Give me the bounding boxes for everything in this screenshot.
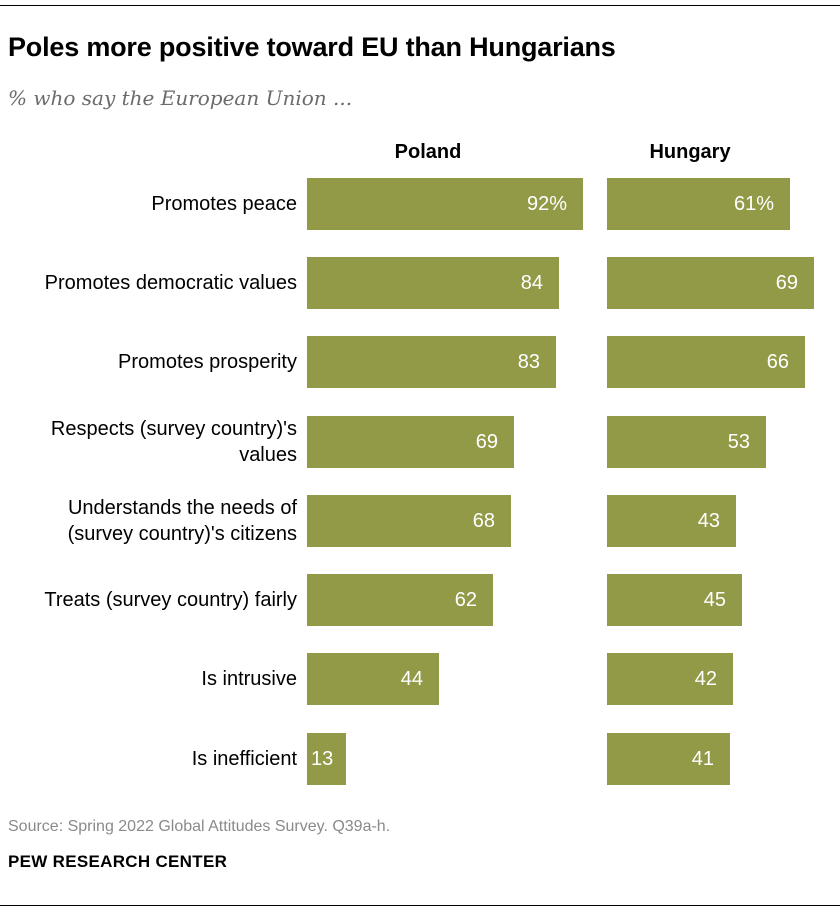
bar-poland [307, 257, 559, 309]
data-label-poland: 13 [311, 748, 333, 770]
bar-chart: Poland Hungary Promotes peace Promotes demo… [44, 141, 814, 785]
bar-hungary [607, 574, 742, 626]
data-label-poland: 69 [476, 431, 498, 453]
chart-title: Poles more positive toward EU than Hunga… [8, 32, 616, 62]
bar-poland [307, 653, 439, 705]
data-label-hungary: 45 [704, 589, 726, 611]
bar-hungary [607, 257, 814, 309]
bottom-rule [0, 905, 840, 906]
data-label-poland: 92% [527, 193, 567, 215]
data-label-hungary: 43 [698, 510, 720, 532]
data-label-poland: 68 [473, 510, 495, 532]
data-label-poland: 84 [521, 272, 543, 294]
bar-hungary [607, 178, 790, 230]
category-label: (survey country)'s citizens [68, 523, 297, 545]
category-label: Treats (survey country) fairly [44, 589, 297, 611]
bar-poland [307, 495, 511, 547]
top-rule [0, 5, 840, 6]
category-label: Promotes democratic values [45, 272, 297, 294]
data-label-poland: 44 [401, 668, 423, 690]
data-label-hungary: 66 [767, 351, 789, 373]
category-label: Understands the needs of [68, 497, 297, 519]
data-label-hungary: 61% [734, 193, 774, 215]
bar-hungary [607, 733, 730, 785]
series-header-poland: Poland [395, 141, 462, 163]
category-label: Respects (survey country)'s [51, 418, 297, 440]
data-label-hungary: 42 [695, 668, 717, 690]
chart-subtitle: % who say the European Union ... [8, 86, 353, 110]
bar-poland [307, 574, 493, 626]
source-note: Source: Spring 2022 Global Attitudes Sur… [8, 818, 391, 835]
category-label: Promotes peace [151, 193, 297, 215]
bar-poland [307, 416, 514, 468]
bar-poland [307, 336, 556, 388]
bar-hungary [607, 495, 736, 547]
category-label: Promotes prosperity [118, 351, 297, 373]
bar-poland [307, 178, 583, 230]
data-label-poland: 62 [455, 589, 477, 611]
category-label: Is intrusive [201, 668, 297, 690]
category-label: values [239, 444, 297, 466]
data-label-hungary: 41 [692, 748, 714, 770]
pew-logo-text: PEW RESEARCH CENTER [8, 852, 228, 871]
data-label-hungary: 69 [776, 272, 798, 294]
bar-hungary [607, 653, 733, 705]
data-label-hungary: 53 [728, 431, 750, 453]
data-label-poland: 83 [518, 351, 540, 373]
bar-hungary [607, 336, 805, 388]
series-header-hungary: Hungary [649, 141, 731, 163]
category-label: Is inefficient [192, 748, 298, 770]
bar-hungary [607, 416, 766, 468]
bar-poland [307, 733, 346, 785]
